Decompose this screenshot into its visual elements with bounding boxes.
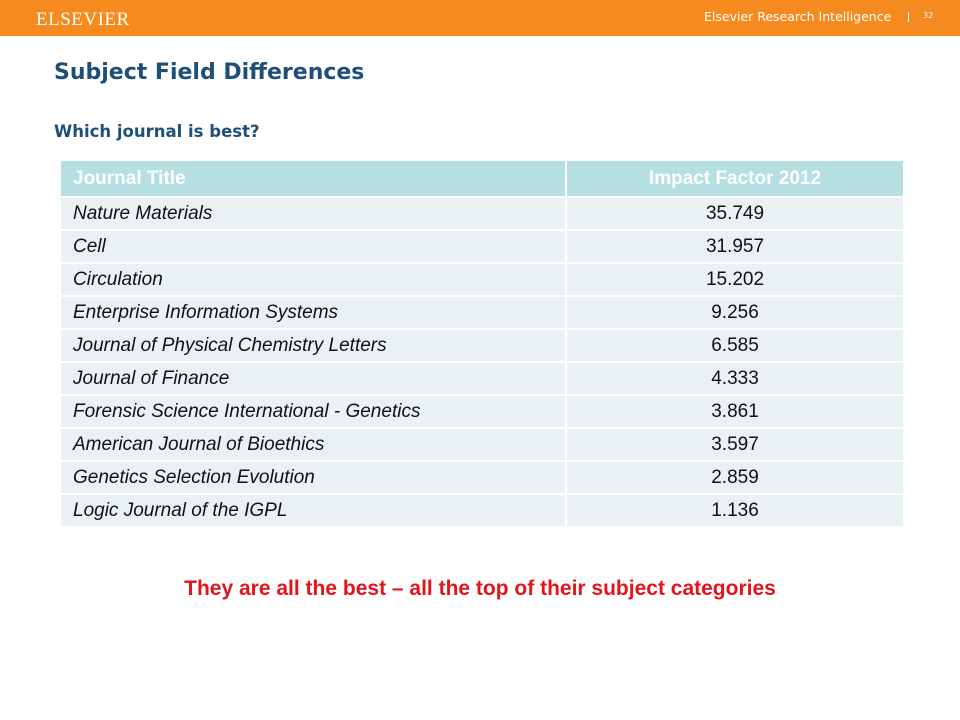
impact-factor-cell: 15.202: [566, 263, 903, 297]
impact-factor-cell: 3.597: [566, 428, 903, 462]
impact-factor-cell: 2.859: [566, 461, 903, 495]
table-row: Cell 31.957: [61, 230, 903, 264]
product-name: Elsevier Research Intelligence: [704, 9, 892, 24]
elsevier-logo: ELSEVIER: [36, 9, 130, 30]
top-banner: ELSEVIER Elsevier Research Intelligence …: [0, 0, 960, 36]
impact-factor-cell: 4.333: [566, 362, 903, 396]
impact-factor-cell: 6.585: [566, 329, 903, 363]
table-header-row: Journal Title Impact Factor 2012: [61, 161, 903, 198]
table-row: Enterprise Information Systems 9.256: [61, 296, 903, 330]
journal-title-cell: Forensic Science International - Genetic…: [61, 395, 567, 429]
column-header-journal-title: Journal Title: [61, 161, 567, 198]
impact-factor-cell: 3.861: [566, 395, 903, 429]
journal-impact-table: Journal Title Impact Factor 2012 Nature …: [61, 161, 903, 528]
impact-factor-cell: 31.957: [566, 230, 903, 264]
table-row: Circulation 15.202: [61, 263, 903, 297]
table-row: Logic Journal of the IGPL 1.136: [61, 494, 903, 528]
journal-title-cell: Circulation: [61, 263, 567, 297]
table-row: American Journal of Bioethics 3.597: [61, 428, 903, 462]
page-number: 32: [923, 11, 934, 20]
table-row: Journal of Physical Chemistry Letters 6.…: [61, 329, 903, 363]
table-row: Nature Materials 35.749: [61, 197, 903, 231]
slide-title: Subject Field Differences: [54, 60, 365, 85]
journal-title-cell: Nature Materials: [61, 197, 567, 231]
impact-factor-cell: 9.256: [566, 296, 903, 330]
header-divider: [908, 12, 909, 22]
table-row: Forensic Science International - Genetic…: [61, 395, 903, 429]
column-header-impact-factor: Impact Factor 2012: [566, 161, 903, 198]
journal-title-cell: Logic Journal of the IGPL: [61, 494, 567, 528]
journal-title-cell: American Journal of Bioethics: [61, 428, 567, 462]
journal-title-cell: Cell: [61, 230, 567, 264]
impact-factor-cell: 35.749: [566, 197, 903, 231]
slide-subtitle: Which journal is best?: [54, 122, 260, 141]
table-row: Journal of Finance 4.333: [61, 362, 903, 396]
journal-title-cell: Journal of Finance: [61, 362, 567, 396]
impact-factor-cell: 1.136: [566, 494, 903, 528]
conclusion-text: They are all the best – all the top of t…: [184, 577, 776, 600]
journal-title-cell: Enterprise Information Systems: [61, 296, 567, 330]
table-row: Genetics Selection Evolution 2.859: [61, 461, 903, 495]
journal-title-cell: Genetics Selection Evolution: [61, 461, 567, 495]
journal-title-cell: Journal of Physical Chemistry Letters: [61, 329, 567, 363]
